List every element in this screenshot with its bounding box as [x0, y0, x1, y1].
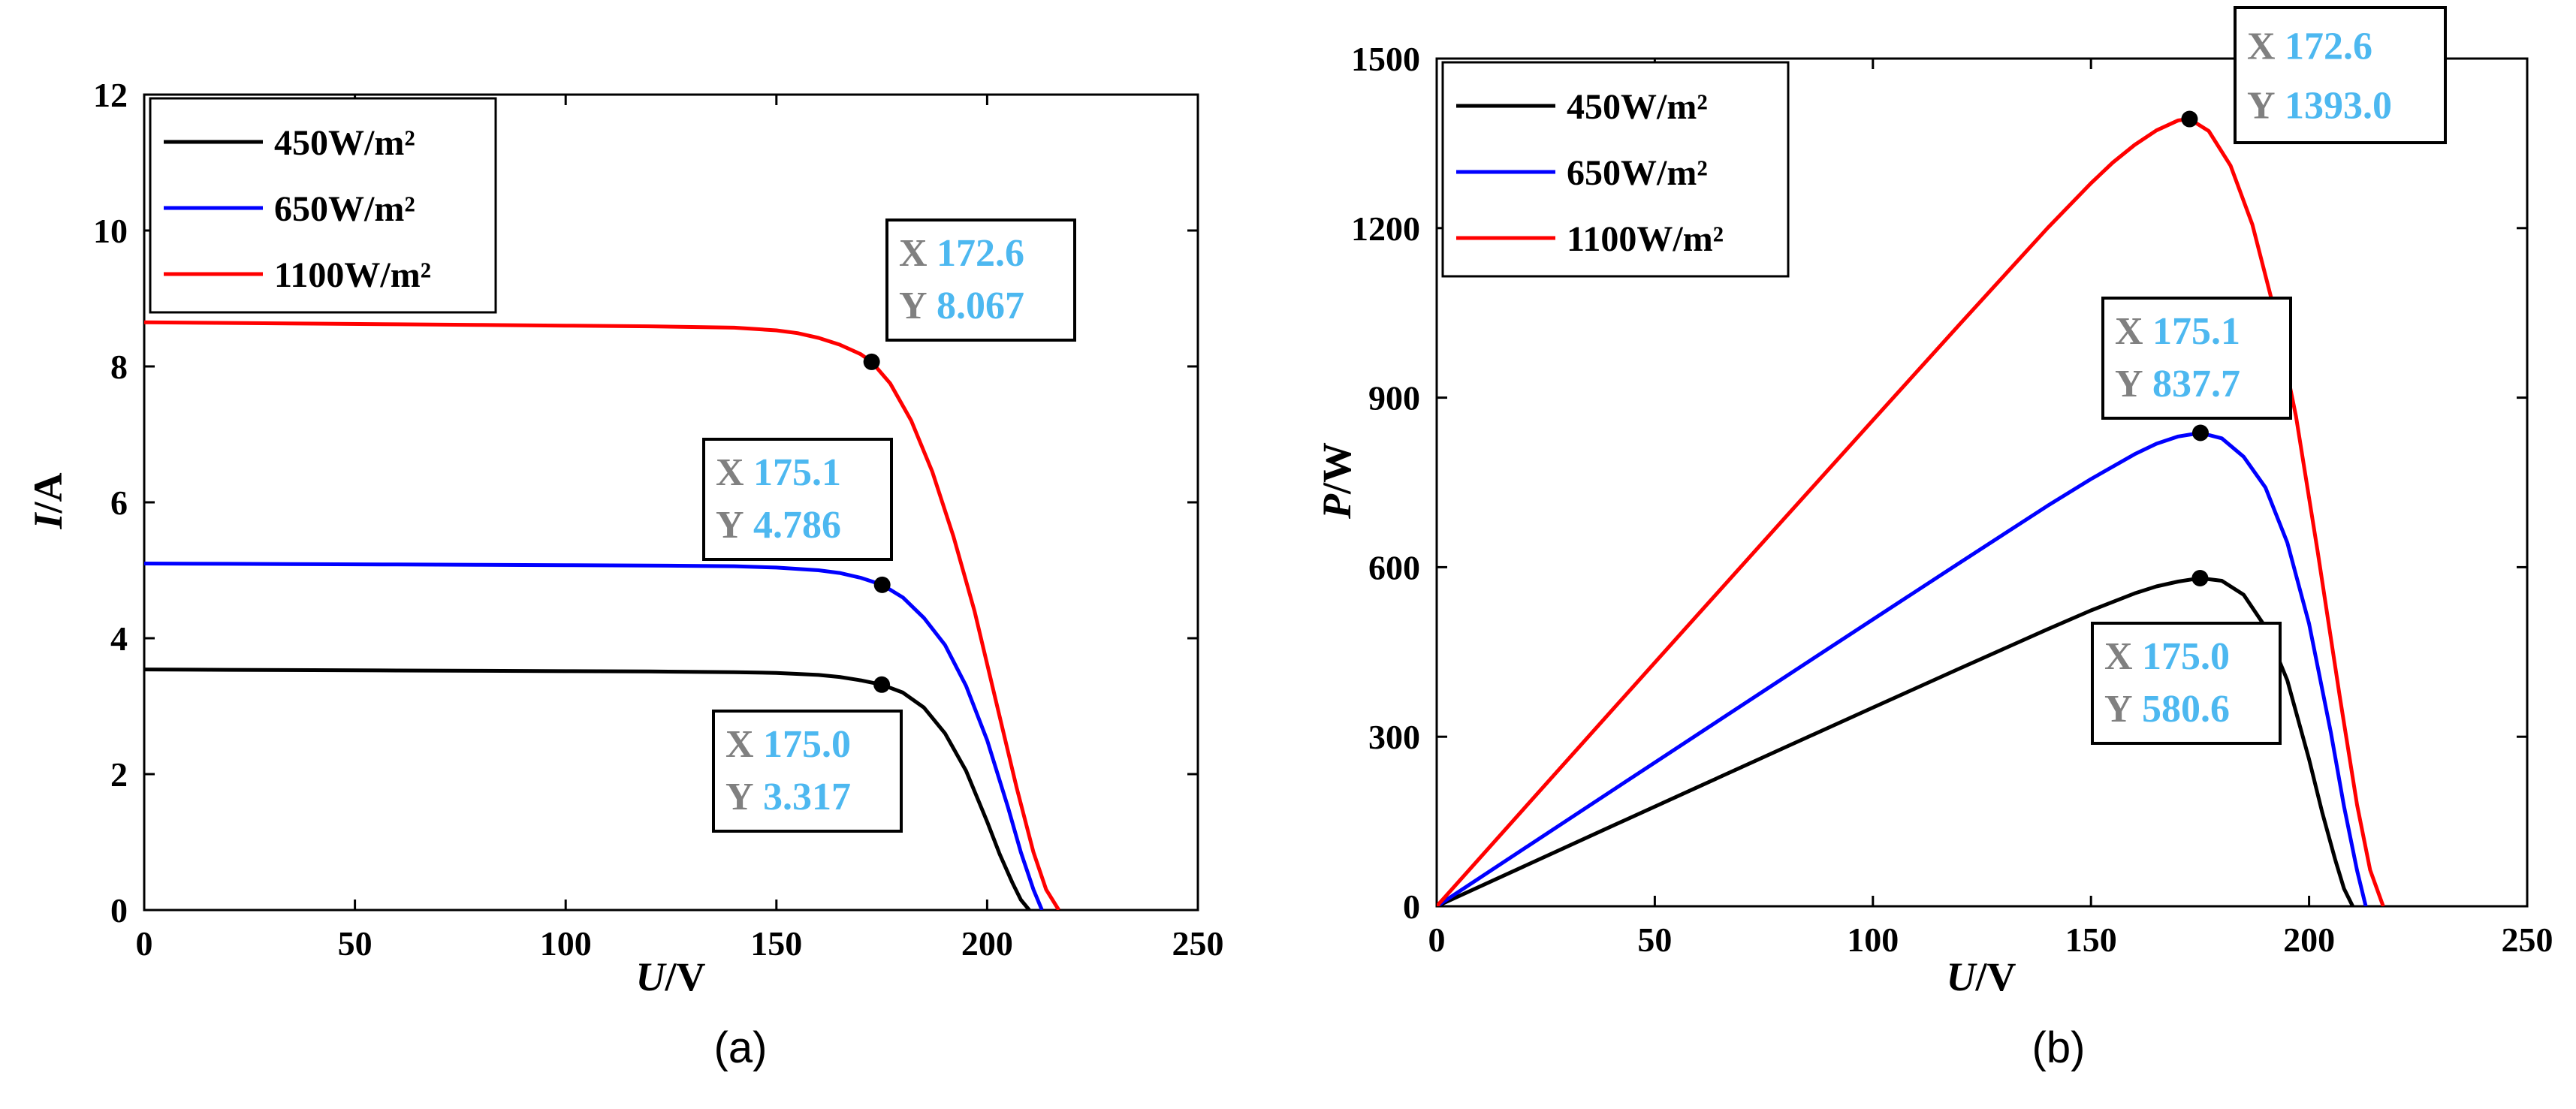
data-tip-key-2-0: X	[899, 232, 928, 275]
data-tip-key-0-0: X	[2104, 635, 2133, 678]
data-tip-marker-1	[873, 576, 891, 593]
y-tick-label: 0	[110, 891, 128, 930]
y-tick-label: 6	[110, 484, 128, 522]
legend-entry-0: 450W/m²	[274, 123, 415, 163]
data-tip-box-0	[712, 710, 903, 833]
data-tip-value-2-0: 172.6	[937, 232, 1024, 275]
y-tick-label: 900	[1368, 379, 1420, 417]
data-tip-key-0-0: X	[725, 723, 754, 766]
y-tick-label: 12	[93, 76, 128, 114]
data-tip-key-1-0: X	[716, 451, 744, 494]
series-line-2	[144, 320, 1060, 910]
data-tip-box-1	[702, 438, 893, 561]
y-tick-label: 2	[110, 755, 128, 794]
series-line-0	[144, 668, 1031, 910]
series-line-2	[1437, 117, 2385, 906]
data-tip-value-1-0: 175.1	[753, 451, 841, 494]
data-tip-value-2-0: 172.6	[2285, 25, 2372, 68]
y-tick-label: 1500	[1351, 40, 1420, 78]
legend-box	[149, 97, 497, 314]
chart-a: 0 50 100 150 200 250 0 2 4 6 8 10 12 U/V I/A (a) 450W/m²…	[26, 76, 1224, 1072]
data-tip-value-1-1: 4.786	[753, 504, 841, 547]
data-tip-key-2-1: Y	[2247, 85, 2276, 128]
data-tip-key-0-1: Y	[725, 776, 754, 818]
plot-frame	[1435, 57, 2529, 908]
y-tick-label: 10	[93, 212, 128, 250]
x-tick-label: 250	[1172, 924, 1224, 963]
y-tick-label: 600	[1368, 548, 1420, 586]
data-tip-key-1-1: Y	[716, 504, 744, 547]
y-tick-label: 300	[1368, 718, 1420, 756]
data-tip-key-1-0: X	[2115, 310, 2143, 353]
x-tick-label: 0	[136, 924, 153, 963]
legend-entry-2: 1100W/m²	[1567, 219, 1724, 259]
x-axis-label: U/V	[1947, 954, 2016, 999]
data-tip-value-2-1: 8.067	[937, 285, 1024, 327]
x-tick-label: 250	[2502, 921, 2553, 959]
data-tip-box-0	[2091, 622, 2282, 745]
x-tick-label: 100	[1847, 921, 1899, 959]
y-tick-label: 0	[1403, 888, 1420, 926]
y-axis-label: I/A	[26, 472, 71, 529]
x-tick-label: 200	[2283, 921, 2335, 959]
data-tip-marker-2	[863, 353, 880, 370]
chart-b: 0 50 100 150 200 250 0 300 600 900 1200 1500 U/V P/W (…	[1314, 6, 2553, 1072]
x-tick-label: 0	[1428, 921, 1446, 959]
legend-entry-2: 1100W/m²	[274, 255, 431, 295]
data-tip-marker-2	[2181, 110, 2198, 128]
legend-entry-1: 650W/m²	[274, 189, 415, 229]
data-tip-marker-0	[2191, 570, 2209, 587]
panel-label: (a)	[714, 1023, 768, 1072]
y-axis-label: P/W	[1314, 442, 1359, 520]
legend-entry-1: 650W/m²	[1567, 153, 1708, 193]
y-tick-label: 1200	[1351, 209, 1420, 248]
data-tip-key-2-1: Y	[899, 285, 928, 327]
y-tick-label: 4	[110, 619, 128, 658]
data-tip-box-1	[2101, 297, 2292, 420]
data-tip-value-1-0: 175.1	[2152, 310, 2240, 353]
data-tip-value-0-0: 175.0	[763, 723, 851, 766]
legend-entry-0: 450W/m²	[1567, 87, 1708, 127]
data-tip-marker-0	[873, 676, 891, 693]
x-tick-label: 100	[540, 924, 592, 963]
y-tick-label: 8	[110, 348, 128, 386]
x-axis-label: U/V	[636, 954, 706, 999]
data-tip-box-2	[2234, 6, 2447, 144]
data-tip-value-0-1: 580.6	[2142, 688, 2230, 731]
data-tip-box-2	[885, 218, 1076, 342]
x-tick-label: 150	[2065, 921, 2117, 959]
data-tip-key-1-1: Y	[2115, 363, 2143, 405]
x-tick-label: 50	[1637, 921, 1672, 959]
data-tip-value-0-1: 3.317	[763, 776, 851, 818]
panel-label: (b)	[2032, 1023, 2086, 1072]
legend-box	[1441, 61, 1790, 278]
x-tick-label: 50	[338, 924, 373, 963]
series-line-1	[1437, 431, 2368, 906]
data-tip-value-1-1: 837.7	[2152, 363, 2240, 405]
x-tick-label: 150	[750, 924, 802, 963]
x-tick-label: 200	[961, 924, 1013, 963]
data-tip-key-0-1: Y	[2104, 688, 2133, 731]
data-tip-marker-1	[2191, 424, 2209, 441]
series-line-1	[144, 562, 1044, 910]
series-line-0	[1437, 576, 2354, 906]
data-tip-key-2-0: X	[2247, 25, 2276, 68]
data-tip-value-0-0: 175.0	[2142, 635, 2230, 678]
data-tip-value-2-1: 1393.0	[2285, 85, 2392, 128]
